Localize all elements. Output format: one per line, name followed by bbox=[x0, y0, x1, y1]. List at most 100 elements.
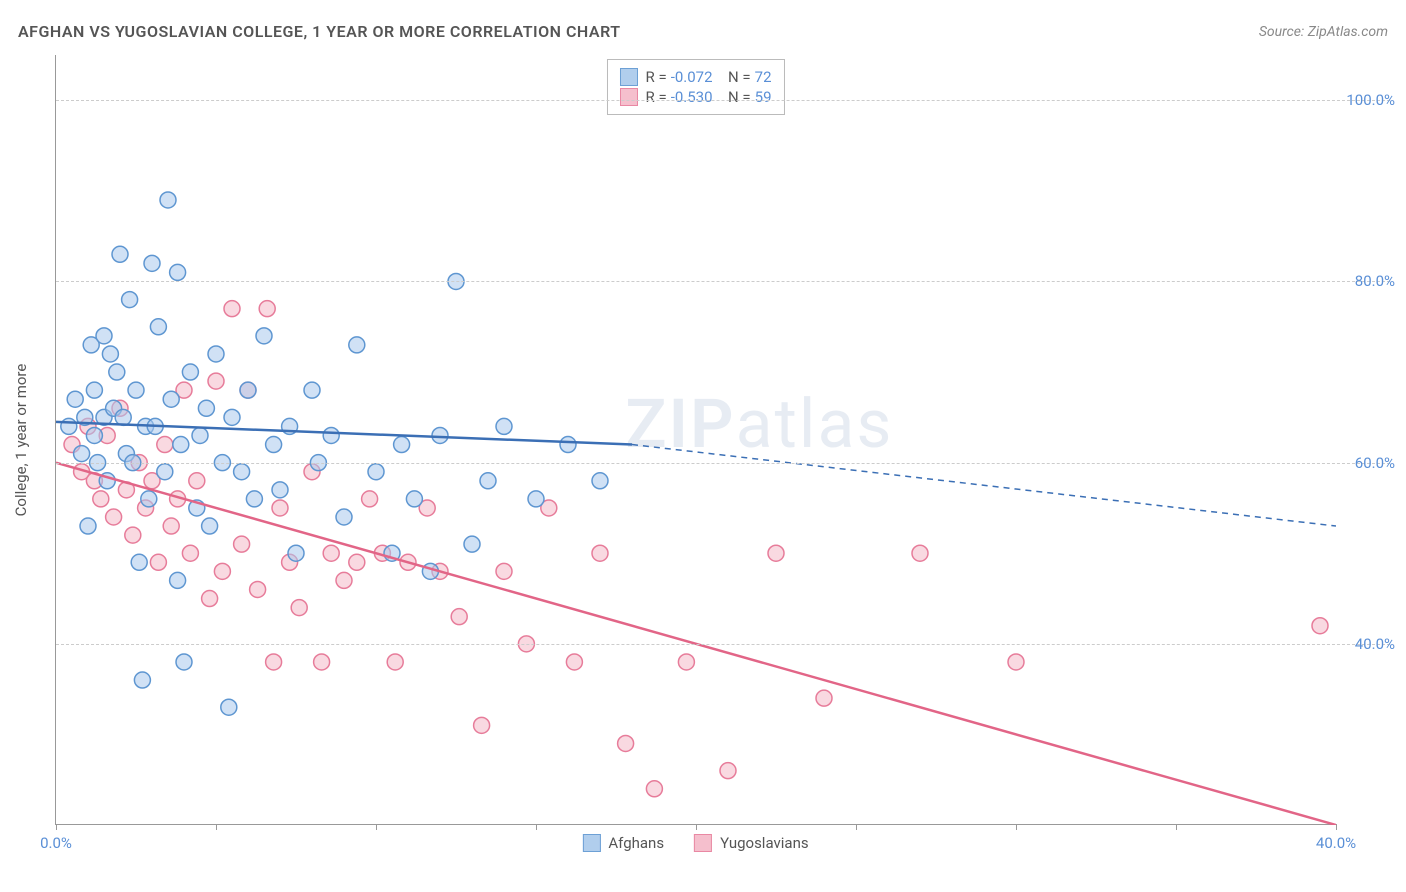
data-point bbox=[61, 418, 77, 434]
data-point bbox=[912, 545, 928, 561]
data-point bbox=[266, 437, 282, 453]
data-point bbox=[451, 609, 467, 625]
data-point bbox=[720, 763, 736, 779]
x-tick bbox=[376, 824, 377, 830]
legend-swatch-yugoslavians bbox=[694, 834, 712, 852]
data-point bbox=[256, 328, 272, 344]
data-point bbox=[1008, 654, 1024, 670]
data-point bbox=[566, 654, 582, 670]
data-point bbox=[192, 427, 208, 443]
data-point bbox=[272, 482, 288, 498]
r-value-afghans: -0.072 bbox=[671, 68, 713, 86]
data-point bbox=[208, 373, 224, 389]
gridline bbox=[56, 100, 1390, 101]
data-point bbox=[250, 581, 266, 597]
chart-title: AFGHAN VS YUGOSLAVIAN COLLEGE, 1 YEAR OR… bbox=[18, 22, 621, 41]
x-tick bbox=[856, 824, 857, 830]
data-point bbox=[128, 382, 144, 398]
data-point bbox=[144, 255, 160, 271]
data-point bbox=[646, 781, 662, 797]
gridline bbox=[56, 644, 1390, 645]
data-point bbox=[349, 554, 365, 570]
data-point bbox=[160, 192, 176, 208]
data-point bbox=[134, 672, 150, 688]
data-point bbox=[109, 364, 125, 380]
data-point bbox=[678, 654, 694, 670]
r-value-yugoslavians: -0.530 bbox=[671, 88, 713, 106]
data-point bbox=[150, 319, 166, 335]
y-tick-label: 100.0% bbox=[1346, 91, 1395, 109]
x-tick bbox=[1336, 824, 1337, 830]
data-point bbox=[224, 409, 240, 425]
data-point bbox=[131, 554, 147, 570]
x-tick-label: 40.0% bbox=[1316, 834, 1356, 852]
data-point bbox=[480, 473, 496, 489]
data-point bbox=[221, 699, 237, 715]
data-point bbox=[74, 446, 90, 462]
x-tick-label: 0.0% bbox=[40, 834, 72, 852]
gridline bbox=[56, 281, 1390, 282]
data-point bbox=[592, 545, 608, 561]
data-point bbox=[272, 500, 288, 516]
y-axis-label: College, 1 year or more bbox=[12, 363, 30, 516]
swatch-afghans bbox=[619, 68, 637, 86]
data-point bbox=[125, 527, 141, 543]
data-point bbox=[266, 654, 282, 670]
data-point bbox=[224, 301, 240, 317]
y-tick-label: 40.0% bbox=[1355, 635, 1395, 653]
data-point bbox=[259, 301, 275, 317]
data-point bbox=[1312, 618, 1328, 634]
data-point bbox=[336, 509, 352, 525]
data-point bbox=[368, 464, 384, 480]
data-point bbox=[496, 563, 512, 579]
data-point bbox=[432, 427, 448, 443]
x-tick bbox=[696, 824, 697, 830]
y-tick-label: 80.0% bbox=[1355, 272, 1395, 290]
data-point bbox=[202, 518, 218, 534]
data-point bbox=[157, 464, 173, 480]
x-tick bbox=[536, 824, 537, 830]
data-point bbox=[93, 491, 109, 507]
data-point bbox=[208, 346, 224, 362]
data-point bbox=[618, 735, 634, 751]
n-value-yugoslavians: 59 bbox=[755, 88, 772, 106]
data-point bbox=[198, 400, 214, 416]
scatter-svg bbox=[56, 55, 1336, 825]
data-point bbox=[163, 518, 179, 534]
stat-row-yugoslavians: R = -0.530 N = 59 bbox=[619, 88, 771, 106]
data-point bbox=[816, 690, 832, 706]
stat-row-afghans: R = -0.072 N = 72 bbox=[619, 68, 771, 86]
data-point bbox=[86, 427, 102, 443]
data-point bbox=[768, 545, 784, 561]
data-point bbox=[234, 464, 250, 480]
data-point bbox=[214, 563, 230, 579]
x-tick bbox=[1016, 824, 1017, 830]
data-point bbox=[182, 364, 198, 380]
data-point bbox=[102, 346, 118, 362]
x-tick bbox=[216, 824, 217, 830]
data-point bbox=[394, 437, 410, 453]
swatch-yugoslavians bbox=[619, 88, 637, 106]
data-point bbox=[202, 591, 218, 607]
chart-source: Source: ZipAtlas.com bbox=[1259, 24, 1388, 40]
data-point bbox=[288, 545, 304, 561]
trend-line bbox=[632, 445, 1336, 527]
y-tick-label: 60.0% bbox=[1355, 454, 1395, 472]
x-tick bbox=[56, 824, 57, 830]
data-point bbox=[323, 427, 339, 443]
stat-legend: R = -0.072 N = 72 R = -0.530 N = 59 bbox=[606, 59, 784, 115]
data-point bbox=[464, 536, 480, 552]
data-point bbox=[67, 391, 83, 407]
data-point bbox=[387, 654, 403, 670]
data-point bbox=[528, 491, 544, 507]
data-point bbox=[304, 382, 320, 398]
data-point bbox=[336, 572, 352, 588]
data-point bbox=[106, 509, 122, 525]
data-point bbox=[96, 328, 112, 344]
data-point bbox=[170, 264, 186, 280]
data-point bbox=[176, 654, 192, 670]
data-point bbox=[150, 554, 166, 570]
x-tick bbox=[1176, 824, 1177, 830]
legend-item-afghans: Afghans bbox=[582, 834, 664, 852]
data-point bbox=[163, 391, 179, 407]
